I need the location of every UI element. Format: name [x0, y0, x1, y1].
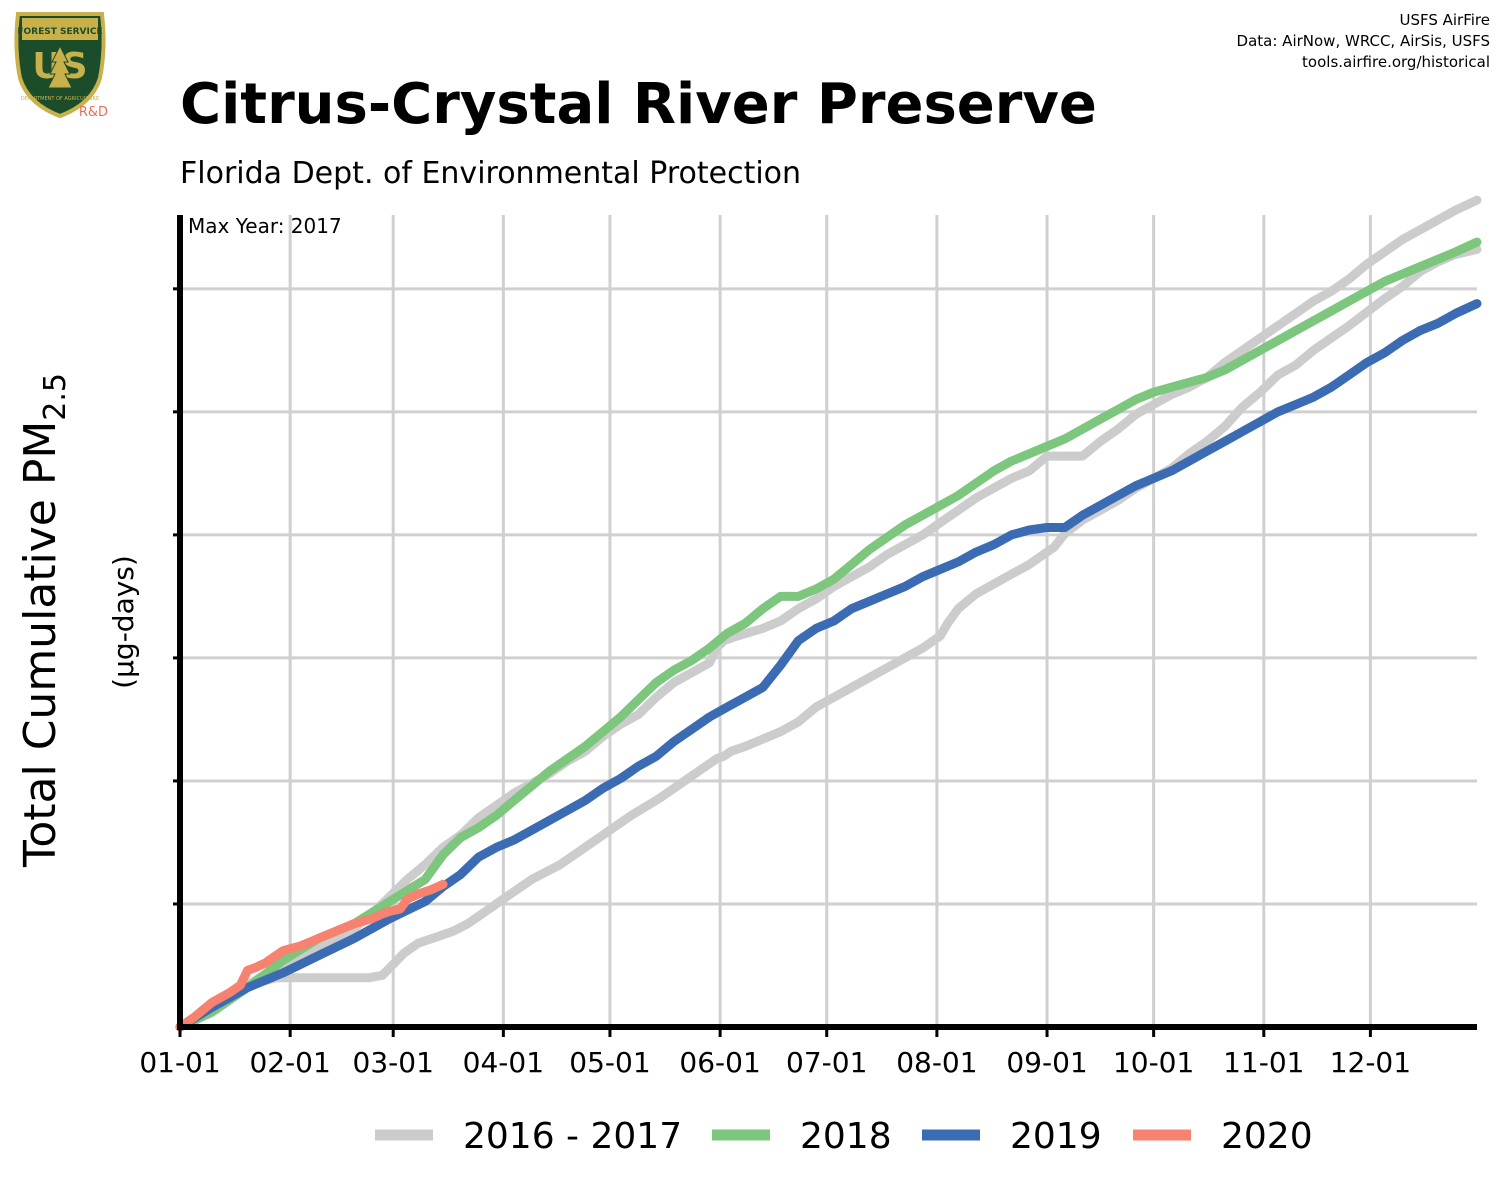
x-tick-label: 01-01: [139, 1046, 220, 1079]
x-tick-label: 09-01: [1006, 1046, 1087, 1079]
x-tick-labels: 01-01 02-01 03-01 04-01 05-01 06-01 07-01 08-01…: [139, 1046, 1411, 1079]
logo-dept-text: DEPARTMENT OF AGRICULTURE: [21, 96, 99, 102]
chart-title: Citrus-Crystal River Preserve: [180, 72, 1097, 137]
x-tick-label: 03-01: [353, 1046, 434, 1079]
legend-label: 2020: [1221, 1116, 1313, 1157]
y-axis-units: (µg-days): [107, 555, 140, 689]
x-tick-label: 10-01: [1113, 1046, 1194, 1079]
axes: [173, 215, 1477, 1037]
x-tick-label: 08-01: [896, 1046, 977, 1079]
y-axis-label-subscript: 2.5: [38, 373, 73, 421]
legend-item: 2018: [712, 1116, 892, 1157]
legend-label: 2019: [1010, 1116, 1102, 1157]
x-tick-label: 04-01: [463, 1046, 544, 1079]
x-tick-label: 11-01: [1223, 1046, 1304, 1079]
usfs-shield-logo: FOREST SERVICE US DEPARTMENT OF AGRICULT…: [14, 12, 108, 120]
legend-item: 2016 - 2017: [375, 1116, 682, 1157]
series-line-2018: [175, 237, 1482, 1032]
svg-text:Total Cumulative PM2.5: Total Cumulative PM2.5: [15, 373, 73, 868]
x-tick-label: 06-01: [679, 1046, 760, 1079]
credit-line: Data: AirNow, WRCC, AirSis, USFS: [1236, 32, 1490, 50]
legend-label: 2016 - 2017: [463, 1116, 682, 1157]
y-axis-label-main: Total Cumulative PM: [15, 421, 66, 868]
x-tick-label: 07-01: [786, 1046, 867, 1079]
series-line-2016-2017: [175, 195, 1482, 1032]
max-year-annotation: Max Year: 2017: [188, 214, 342, 238]
x-tick-label: 05-01: [569, 1046, 650, 1079]
x-tick-label: 12-01: [1330, 1046, 1411, 1079]
credit-line: tools.airfire.org/historical: [1302, 53, 1490, 71]
credit-line: USFS AirFire: [1399, 11, 1490, 29]
legend-item: 2019: [922, 1116, 1102, 1157]
legend-item: 2020: [1133, 1116, 1313, 1157]
series-line-2016-2017: [175, 244, 1482, 1032]
logo-rd-text: R&D: [79, 105, 108, 120]
series-line-2020: [175, 879, 448, 1032]
legend: 2016 - 2017 2018 2019 2020: [375, 1116, 1313, 1157]
series-line-2019: [175, 299, 1482, 1032]
y-axis-label: Total Cumulative PM2.5: [15, 373, 73, 868]
logo-forest-service-text: FOREST SERVICE: [17, 27, 102, 37]
series-lines: [175, 195, 1482, 1032]
credits-block: USFS AirFire Data: AirNow, WRCC, AirSis,…: [1237, 10, 1490, 73]
chart-subtitle: Florida Dept. of Environmental Protectio…: [180, 156, 802, 191]
x-tick-label: 02-01: [249, 1046, 330, 1079]
legend-label: 2018: [800, 1116, 892, 1157]
